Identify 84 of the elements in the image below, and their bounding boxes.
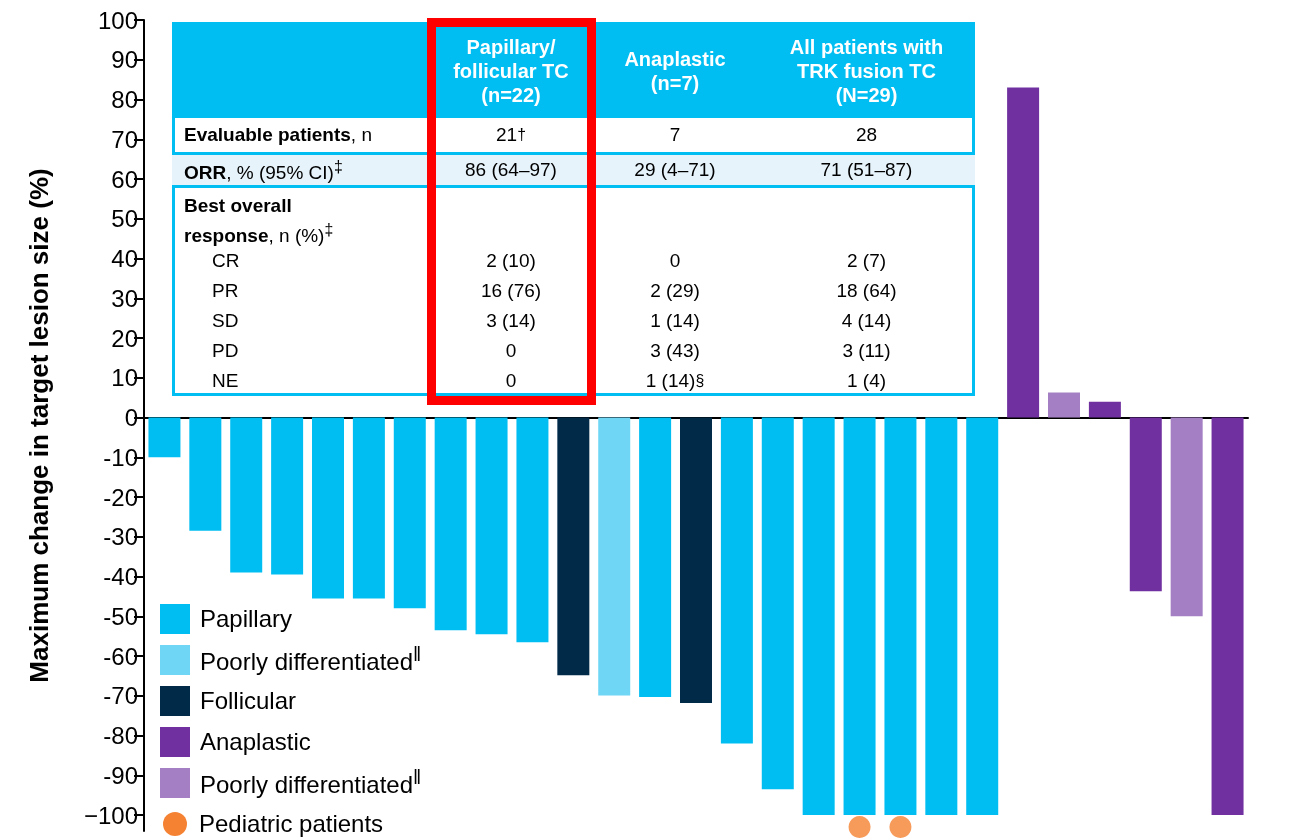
bar <box>1129 417 1162 592</box>
text: 3 (14) <box>486 310 536 331</box>
legend-label: Poorly differentiated$^{‖}$ <box>200 766 422 799</box>
y-tick-label: 60 <box>111 165 138 193</box>
y-tick-label: -60 <box>103 642 138 670</box>
text: 0 <box>505 340 517 361</box>
y-tick-label: 80 <box>111 86 138 114</box>
text: 71 (51–87) <box>820 159 913 180</box>
bar <box>1048 392 1080 418</box>
bar <box>1211 417 1244 816</box>
text: 4 (14) <box>841 310 892 331</box>
bar <box>516 417 549 643</box>
bar <box>639 417 672 698</box>
text: 0 <box>505 370 517 391</box>
bar <box>393 417 426 609</box>
bar <box>802 417 835 816</box>
bar <box>1170 417 1203 617</box>
text: 1 (14) <box>650 310 700 331</box>
text: 86 (64–97) <box>465 159 557 180</box>
y-tick-label: -80 <box>103 722 138 750</box>
y-tick-label: 100 <box>97 6 138 34</box>
category-label: Anaplastic (n=7) <box>623 47 727 95</box>
text: 29 (4–71) <box>634 159 716 180</box>
text: 16 (76) <box>480 280 542 301</box>
text: 0 <box>669 250 681 271</box>
text: 3 (43) <box>650 340 700 361</box>
y-tick-label: -20 <box>103 483 138 511</box>
category-label: Papillary/ follicular TC (n=22) <box>452 35 570 107</box>
bar <box>434 417 467 631</box>
y-tick-label: -30 <box>103 523 138 551</box>
y-tick-label: -50 <box>103 602 138 630</box>
category-label: PR <box>212 280 239 301</box>
y-tick-label: -40 <box>103 563 138 591</box>
category-label: SD <box>212 310 239 331</box>
legend-label: Anaplastic <box>200 727 311 756</box>
legend-label: Poorly differentiated$^{‖}$ <box>200 643 422 676</box>
legend-label: Pediatric patients <box>199 809 384 838</box>
category-label: Best overall response, n (%)$^{‡}$ <box>184 195 334 247</box>
bar <box>189 417 222 531</box>
bar <box>271 417 304 575</box>
text: 2 (10) <box>486 250 536 271</box>
category-label: NE <box>212 370 239 391</box>
y-tick-label: 40 <box>111 245 138 273</box>
y-tick-label: 70 <box>111 125 138 153</box>
bar <box>598 417 631 696</box>
bar <box>761 417 794 790</box>
text: 1 (4) <box>846 370 887 391</box>
legend-label: Papillary <box>200 604 293 633</box>
y-tick-label: −100 <box>83 801 138 829</box>
category-label: PD <box>212 340 239 361</box>
bar <box>925 417 958 816</box>
y-tick-label: 20 <box>111 324 138 352</box>
bar <box>312 417 344 599</box>
bar <box>966 417 999 816</box>
text: 18 (64) <box>836 280 897 301</box>
y-tick-label: 50 <box>111 205 138 233</box>
bar <box>843 417 876 816</box>
bar <box>148 417 181 458</box>
y-tick-label: -90 <box>103 761 138 789</box>
bar <box>884 417 917 816</box>
text: 28 <box>855 124 878 145</box>
y-tick-label: -10 <box>103 443 138 471</box>
text: 2 (7) <box>846 250 887 271</box>
bar <box>230 417 263 573</box>
bar <box>1088 401 1121 418</box>
y-tick-label: 10 <box>111 364 138 392</box>
legend-label: Follicular <box>200 686 297 715</box>
text: 3 (11) <box>842 340 891 361</box>
category-label: CR <box>212 250 240 271</box>
bar <box>557 417 590 676</box>
y-tick-label: 90 <box>111 46 138 74</box>
bar <box>1007 87 1040 418</box>
y-tick-label: -70 <box>103 682 138 710</box>
y-tick-label: 30 <box>111 284 138 312</box>
category-label: ORR, % (95% CI)$^{‡}$ <box>184 157 343 184</box>
text: 2 (29) <box>650 280 700 301</box>
category-label: All patients with TRK fusion TC (N=29) <box>788 35 945 107</box>
category-label: Evaluable patients, n <box>184 124 372 145</box>
bar <box>475 417 508 635</box>
y-axis-title: Maximum change in target lesion size (%) <box>24 168 54 683</box>
bar <box>680 417 712 703</box>
text: 7 <box>669 124 681 145</box>
bar <box>352 417 385 599</box>
bar <box>720 417 753 744</box>
